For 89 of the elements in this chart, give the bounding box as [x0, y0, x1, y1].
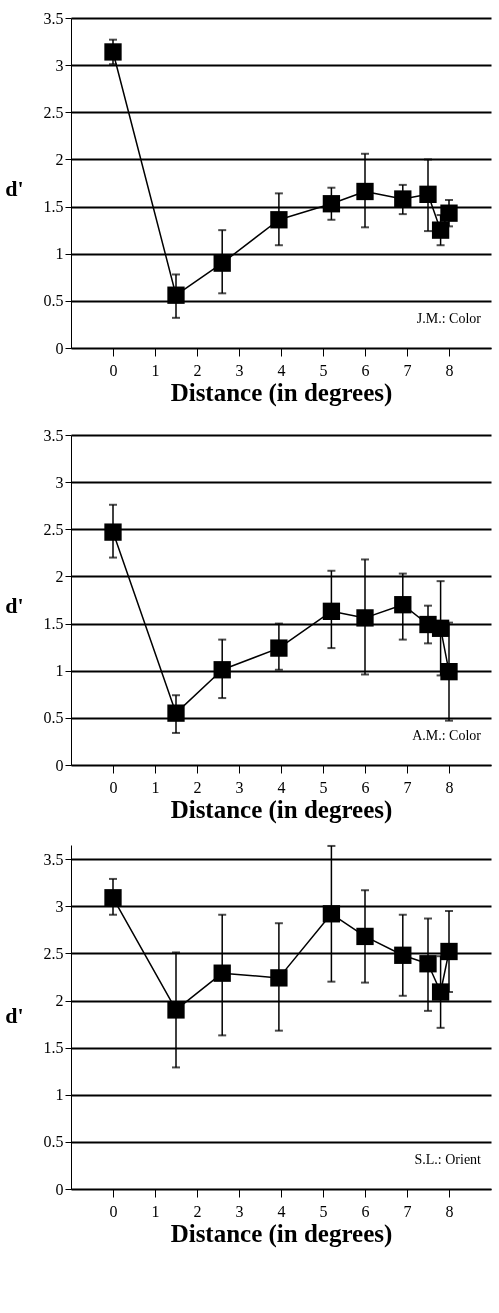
point — [167, 1001, 185, 1019]
point — [394, 596, 412, 614]
point — [440, 663, 458, 681]
x-tick-label: 7 — [403, 361, 412, 379]
y-tick-label: 0 — [55, 1180, 64, 1198]
x-tick-label: 7 — [403, 1202, 412, 1220]
y-tick-label: 1.5 — [43, 1039, 64, 1057]
x-tick-label: 4 — [277, 361, 286, 379]
x-tick-label: 2 — [193, 361, 202, 379]
y-tick-label: 3 — [55, 897, 64, 915]
x-tick-label: 2 — [193, 1202, 202, 1220]
x-tick-label: 1 — [151, 1202, 160, 1220]
x-tick-label: 1 — [151, 361, 160, 379]
x-tick-label: 1 — [151, 778, 160, 796]
point — [419, 955, 437, 973]
point — [394, 946, 412, 964]
point — [431, 619, 450, 637]
y-axis-title: d' — [5, 1002, 24, 1028]
y-tick-label: 1.5 — [43, 615, 64, 633]
y-tick-label: 1.5 — [43, 198, 64, 216]
y-tick-label: 0 — [55, 756, 64, 774]
y-tick-label: 0.5 — [43, 709, 64, 727]
y-tick-label: 3.5 — [43, 850, 64, 868]
x-tick-label: 5 — [319, 361, 328, 379]
point — [213, 254, 231, 272]
x-tick-label: 0 — [109, 361, 118, 379]
point — [322, 905, 341, 923]
x-tick-label: 5 — [319, 778, 328, 796]
y-tick-label: 0.5 — [43, 1133, 64, 1151]
y-tick-label: 2.5 — [43, 520, 64, 538]
y-tick-label: 0.5 — [43, 292, 64, 310]
y-tick-label: 1 — [55, 1086, 64, 1104]
x-tick-label: 3 — [235, 361, 244, 379]
y-axis-title: d' — [5, 175, 24, 201]
y-tick-label: 0 — [55, 339, 64, 357]
x-tick-label: 4 — [277, 1202, 286, 1220]
x-tick-label: 7 — [403, 778, 412, 796]
point — [431, 221, 450, 239]
x-tick-label: 5 — [319, 1202, 328, 1220]
point — [104, 43, 122, 61]
point — [270, 211, 288, 229]
x-tick-label: 8 — [445, 1202, 454, 1220]
point — [167, 286, 185, 304]
point — [431, 983, 450, 1001]
y-tick-label: 2 — [55, 992, 64, 1010]
y-tick-label: 2.5 — [43, 944, 64, 962]
point — [356, 182, 374, 201]
x-tick-label: 2 — [193, 778, 202, 796]
point — [356, 927, 374, 946]
y-tick-label: 1 — [55, 245, 64, 263]
x-tick-label: 3 — [235, 1202, 244, 1220]
x-tick-label: 8 — [445, 778, 454, 796]
point — [104, 889, 122, 907]
x-tick-label: 0 — [109, 1202, 118, 1220]
point — [440, 204, 458, 222]
x-tick-label: 4 — [277, 778, 286, 796]
x-axis-title: Distance (in degrees) — [170, 378, 393, 407]
annotation: A.M.: Color — [412, 728, 482, 743]
x-tick-label: 6 — [361, 1202, 370, 1220]
x-tick-label: 3 — [235, 778, 244, 796]
point — [167, 704, 185, 722]
point — [419, 185, 437, 203]
point — [270, 969, 288, 987]
point — [322, 602, 341, 620]
x-tick-label: 6 — [361, 361, 370, 379]
x-axis-title: Distance (in degrees) — [170, 795, 393, 824]
y-tick-label: 2.5 — [43, 103, 64, 121]
y-tick-label: 2 — [55, 150, 64, 168]
annotation: S.L.: Orient — [414, 1152, 482, 1167]
x-axis-title: Distance (in degrees) — [170, 1219, 393, 1248]
point — [356, 609, 374, 627]
y-axis-title: d' — [5, 592, 24, 618]
x-tick-label: 0 — [109, 778, 118, 796]
y-tick-label: 3 — [55, 473, 64, 491]
point — [322, 195, 341, 213]
y-tick-label: 3.5 — [43, 426, 64, 444]
annotation: J.M.: Color — [416, 311, 482, 326]
y-tick-label: 2 — [55, 567, 64, 585]
y-tick-label: 3 — [55, 56, 64, 74]
x-tick-label: 6 — [361, 778, 370, 796]
point — [213, 661, 231, 679]
point — [394, 190, 412, 208]
x-tick-label: 8 — [445, 361, 454, 379]
point — [213, 964, 231, 982]
point — [440, 942, 458, 961]
y-tick-label: 1 — [55, 662, 64, 680]
point — [104, 523, 122, 541]
y-tick-label: 3.5 — [43, 9, 64, 27]
point — [270, 639, 288, 657]
